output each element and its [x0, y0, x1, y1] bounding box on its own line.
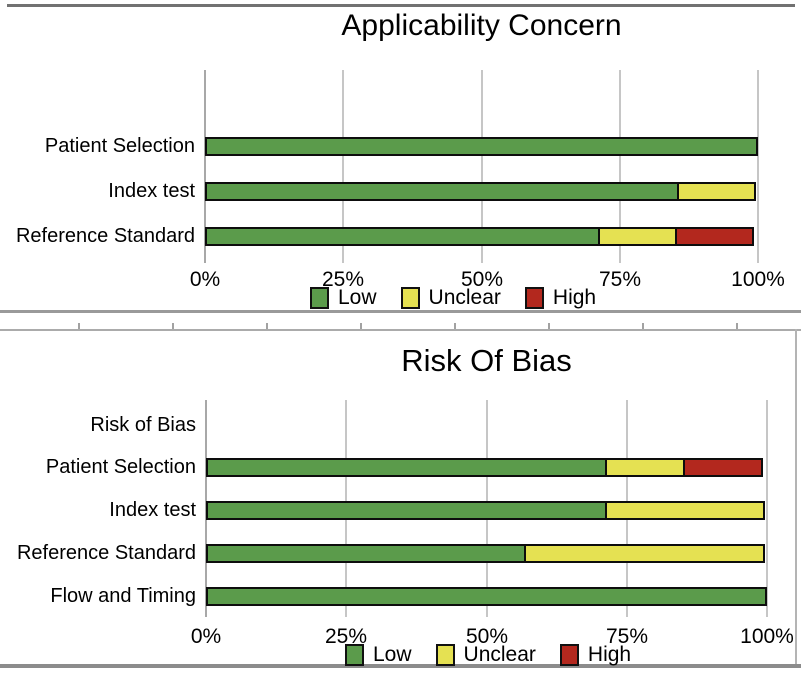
- legend: Low Unclear High: [345, 644, 655, 666]
- ruler-tick: [266, 323, 268, 329]
- bar-segment-low: [206, 457, 607, 477]
- bar-row: [205, 136, 758, 156]
- category-label: Index test: [108, 180, 195, 202]
- x-tick-label: 50%: [465, 625, 509, 648]
- x-tick-label: 100%: [740, 625, 794, 648]
- legend-label-unclear: Unclear: [428, 286, 501, 309]
- bar-row: [206, 500, 767, 520]
- bar-row: [206, 416, 767, 435]
- legend-label-low: Low: [373, 643, 412, 666]
- x-tick-label: 75%: [605, 625, 649, 648]
- chart-title: Risk Of Bias: [401, 343, 572, 378]
- frame-line-top: [7, 4, 795, 7]
- gridline: [204, 70, 206, 263]
- category-label: Reference Standard: [16, 542, 196, 564]
- frame-line-bottom: [0, 310, 801, 313]
- x-tick-label: 75%: [598, 268, 642, 291]
- legend-swatch-high: [524, 287, 544, 309]
- category-label: Patient Selection: [44, 135, 195, 157]
- legend-label-unclear: Unclear: [463, 643, 536, 666]
- ruler-tick: [736, 323, 738, 329]
- ruler-tick: [454, 323, 456, 329]
- category-label: Reference Standard: [15, 225, 195, 247]
- frame-line-bottom: [0, 664, 801, 668]
- category-label: Index test: [109, 499, 196, 521]
- frame-line-right: [795, 329, 797, 668]
- plot-area: [204, 70, 759, 263]
- frame-line-top: [0, 329, 801, 331]
- bar-segment-unclear: [604, 457, 685, 477]
- bar-segment-low: [206, 543, 527, 563]
- bar-segment-low: [206, 500, 607, 520]
- bar-segment-low: [205, 136, 758, 156]
- ruler-tick: [78, 323, 80, 329]
- bar-row: [205, 181, 758, 201]
- bar-row: [206, 543, 767, 563]
- bar-row: [206, 586, 767, 606]
- chart-title: Applicability Concern: [341, 9, 622, 42]
- x-tick-label: 25%: [321, 268, 365, 291]
- bar-row: [205, 226, 758, 246]
- bar-segment-low: [205, 226, 600, 246]
- x-tick-label: 50%: [460, 268, 504, 291]
- legend-swatch-low: [310, 287, 329, 309]
- ruler-tick: [360, 323, 362, 329]
- bar-segment-low: [206, 586, 767, 606]
- x-tick-label: 0%: [190, 625, 222, 648]
- x-tick-label: 25%: [324, 625, 368, 648]
- gridline: [481, 70, 483, 263]
- legend-label-low: Low: [338, 286, 377, 309]
- category-label: Flow and Timing: [50, 585, 196, 607]
- gridline: [342, 70, 344, 263]
- legend-label-high: High: [552, 286, 597, 309]
- legend-swatch-low: [345, 644, 364, 666]
- risk-of-bias-chart: Risk Of Bias 0% 25% 50% 75% 100% Risk of Bias…: [0, 320, 801, 674]
- x-tick-label: 0%: [189, 268, 221, 291]
- legend-swatch-unclear: [400, 287, 420, 309]
- x-tick-label: 100%: [731, 268, 785, 291]
- bar-segment-unclear: [524, 543, 765, 563]
- category-label: Patient Selection: [45, 456, 196, 478]
- bar-segment-high: [682, 457, 763, 477]
- ruler-tick: [642, 323, 644, 329]
- category-label: Risk of Bias: [90, 414, 196, 436]
- gridline: [619, 70, 621, 263]
- bar-segment-high: [674, 226, 754, 246]
- ruler-tick: [548, 323, 550, 329]
- bar-segment-unclear: [604, 500, 765, 520]
- bar-segment-unclear: [597, 226, 677, 246]
- bar-segment-unclear: [676, 181, 756, 201]
- ruler-tick: [172, 323, 174, 329]
- bar-row: [206, 457, 767, 477]
- gridline: [766, 400, 768, 617]
- legend-label-high: High: [587, 643, 632, 666]
- bar-segment-low: [205, 181, 679, 201]
- applicability-concern-chart: Applicability Concern 0% 25% 50% 75% 100% Pat…: [0, 0, 801, 316]
- gridline: [757, 70, 759, 263]
- legend-swatch-unclear: [435, 644, 455, 666]
- legend-swatch-high: [559, 644, 579, 666]
- legend: Low Unclear High: [310, 287, 620, 309]
